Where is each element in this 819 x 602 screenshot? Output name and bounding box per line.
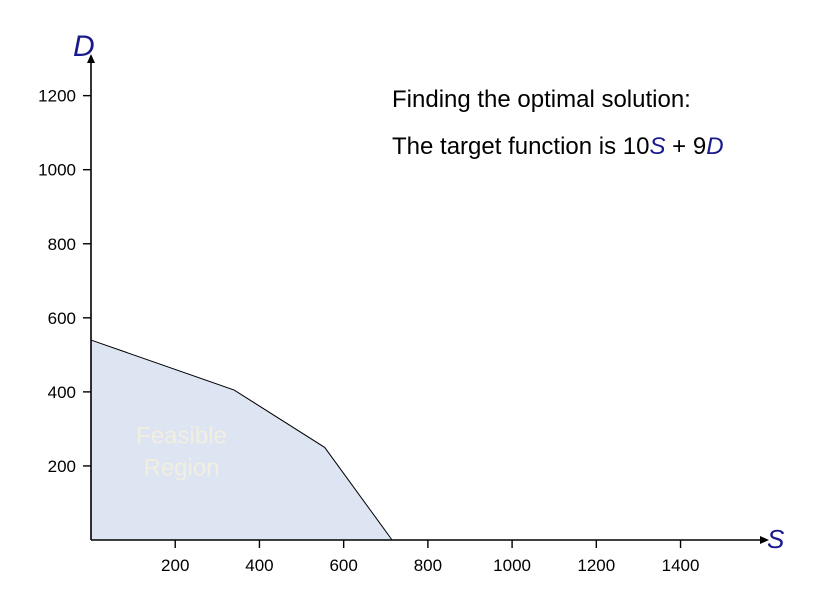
x-tick-label: 1200 bbox=[577, 556, 615, 575]
annotation-line-2: The target function is 10S + 9D bbox=[392, 133, 724, 161]
x-tick-label: 600 bbox=[329, 556, 357, 575]
y-tick-label: 400 bbox=[48, 383, 76, 402]
feasible-region bbox=[91, 340, 393, 540]
annotation-line-1: Finding the optimal solution: bbox=[392, 86, 691, 114]
target-function-var-d: D bbox=[706, 133, 724, 160]
x-tick-label: 1000 bbox=[493, 556, 531, 575]
x-tick-label: 800 bbox=[414, 556, 442, 575]
y-tick-label: 600 bbox=[48, 309, 76, 328]
region-label: Feasible Region bbox=[136, 423, 227, 482]
annotation-line-1-text: Finding the optimal solution: bbox=[392, 86, 691, 113]
x-tick-label: 200 bbox=[161, 556, 189, 575]
y-axis-label: D bbox=[73, 30, 95, 63]
x-axis-arrow bbox=[760, 536, 769, 544]
y-tick-label: 1000 bbox=[38, 161, 76, 180]
target-function-prefix: The target function is 10 bbox=[392, 133, 650, 160]
region-label-line: Feasible bbox=[136, 423, 227, 450]
target-function-mid: + 9 bbox=[665, 133, 707, 160]
region-boundary bbox=[90, 339, 393, 541]
y-axis-arrow bbox=[87, 54, 95, 63]
y-tick-label: 200 bbox=[48, 457, 76, 476]
target-function-var-s: S bbox=[649, 133, 666, 160]
x-axis-label: S bbox=[767, 524, 785, 554]
x-tick-label: 400 bbox=[245, 556, 273, 575]
region-label-line: Region bbox=[144, 455, 220, 482]
x-tick-label: 1400 bbox=[662, 556, 700, 575]
y-tick-label: 800 bbox=[48, 235, 76, 254]
y-tick-label: 1200 bbox=[38, 87, 76, 106]
